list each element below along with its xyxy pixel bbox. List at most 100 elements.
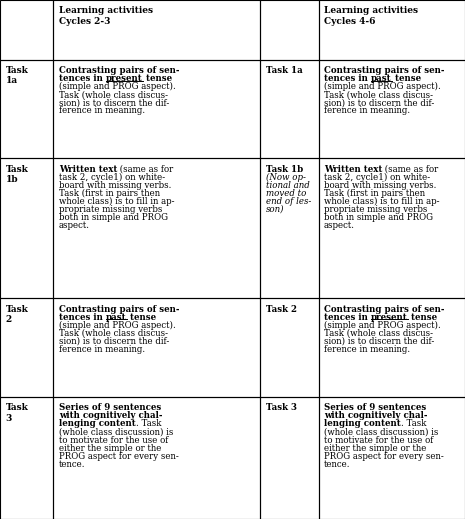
Text: Task 2: Task 2 <box>266 305 297 313</box>
Text: tense: tense <box>143 74 172 83</box>
Text: Task
2: Task 2 <box>6 305 28 324</box>
Bar <box>53 0 260 60</box>
Text: Task (first in pairs then: Task (first in pairs then <box>59 189 160 198</box>
Text: Series of 9 sentences: Series of 9 sentences <box>324 403 426 412</box>
Text: Task
1b: Task 1b <box>6 165 28 184</box>
Text: (whole class discussion) is: (whole class discussion) is <box>59 428 173 436</box>
Text: Series of 9 sentences: Series of 9 sentences <box>59 403 161 412</box>
Text: both in simple and PROG: both in simple and PROG <box>324 213 433 222</box>
Text: with cognitively chal-: with cognitively chal- <box>59 412 163 420</box>
Bar <box>260 397 319 519</box>
Text: whole class) is to fill in ap-: whole class) is to fill in ap- <box>324 197 439 206</box>
Text: (whole class discussion) is: (whole class discussion) is <box>324 428 438 436</box>
Text: tense: tense <box>392 74 421 83</box>
Text: ference in meaning.: ference in meaning. <box>324 106 410 115</box>
Bar <box>53 158 260 298</box>
Text: Contrasting pairs of sen-: Contrasting pairs of sen- <box>59 66 179 75</box>
Bar <box>260 158 319 298</box>
Bar <box>319 60 465 158</box>
Text: lenging content: lenging content <box>324 419 401 428</box>
Bar <box>319 298 465 397</box>
Text: tense: tense <box>126 313 156 322</box>
Text: to motivate for the use of: to motivate for the use of <box>59 435 168 444</box>
Text: Task 1b: Task 1b <box>266 165 303 173</box>
Text: (simple and PROG aspect).: (simple and PROG aspect). <box>324 321 441 330</box>
Text: to motivate for the use of: to motivate for the use of <box>324 435 433 444</box>
Text: present: present <box>106 74 143 83</box>
Text: whole class) is to fill in ap-: whole class) is to fill in ap- <box>59 197 174 206</box>
Text: tences in: tences in <box>59 74 106 83</box>
Text: tences in: tences in <box>59 313 106 322</box>
Text: (Now op-: (Now op- <box>266 173 306 182</box>
Text: propriate missing verbs: propriate missing verbs <box>59 205 162 214</box>
Text: sion) is to discern the dif-: sion) is to discern the dif- <box>324 98 434 107</box>
Text: ference in meaning.: ference in meaning. <box>324 345 410 354</box>
Text: Task (whole class discus-: Task (whole class discus- <box>324 90 433 99</box>
Text: tence.: tence. <box>59 460 86 469</box>
Bar <box>260 60 319 158</box>
Text: aspect.: aspect. <box>59 221 90 230</box>
Text: lenging content: lenging content <box>59 419 136 428</box>
Text: tence.: tence. <box>324 460 351 469</box>
Text: . Task: . Task <box>136 419 161 428</box>
Text: aspect.: aspect. <box>324 221 355 230</box>
Text: (simple and PROG aspect).: (simple and PROG aspect). <box>324 82 441 91</box>
Text: with cognitively chal-: with cognitively chal- <box>324 412 428 420</box>
Text: Task 3: Task 3 <box>266 403 297 412</box>
Text: board with missing verbs.: board with missing verbs. <box>59 181 172 189</box>
Text: sion) is to discern the dif-: sion) is to discern the dif- <box>59 337 169 346</box>
Bar <box>319 0 465 60</box>
Bar <box>53 60 260 158</box>
Bar <box>0 60 53 158</box>
Text: Task
3: Task 3 <box>6 403 28 422</box>
Text: Task (whole class discus-: Task (whole class discus- <box>59 90 168 99</box>
Bar <box>260 0 319 60</box>
Text: Contrasting pairs of sen-: Contrasting pairs of sen- <box>324 66 445 75</box>
Text: tense: tense <box>408 313 437 322</box>
Text: both in simple and PROG: both in simple and PROG <box>59 213 168 222</box>
Text: board with missing verbs.: board with missing verbs. <box>324 181 437 189</box>
Text: PROG aspect for every sen-: PROG aspect for every sen- <box>324 452 444 461</box>
Bar <box>260 298 319 397</box>
Text: either the simple or the: either the simple or the <box>324 444 426 453</box>
Text: sion) is to discern the dif-: sion) is to discern the dif- <box>59 98 169 107</box>
Text: past: past <box>371 74 392 83</box>
Text: Contrasting pairs of sen-: Contrasting pairs of sen- <box>59 305 179 313</box>
Text: Learning activities
Cycles 2-3: Learning activities Cycles 2-3 <box>59 6 153 25</box>
Text: tences in: tences in <box>324 313 371 322</box>
Text: tional and: tional and <box>266 181 310 189</box>
Bar <box>0 397 53 519</box>
Text: Task (whole class discus-: Task (whole class discus- <box>59 329 168 338</box>
Text: son): son) <box>266 205 285 214</box>
Text: Written text: Written text <box>324 165 383 173</box>
Text: ference in meaning.: ference in meaning. <box>59 345 145 354</box>
Text: tences in: tences in <box>324 74 371 83</box>
Text: ference in meaning.: ference in meaning. <box>59 106 145 115</box>
Bar <box>0 0 53 60</box>
Text: past: past <box>106 313 126 322</box>
Text: (simple and PROG aspect).: (simple and PROG aspect). <box>59 82 176 91</box>
Text: Task 1a: Task 1a <box>266 66 303 75</box>
Text: Task (whole class discus-: Task (whole class discus- <box>324 329 433 338</box>
Bar <box>53 298 260 397</box>
Text: (same as for: (same as for <box>118 165 174 173</box>
Text: . Task: . Task <box>401 419 426 428</box>
Text: (simple and PROG aspect).: (simple and PROG aspect). <box>59 321 176 330</box>
Text: task 2, cycle1) on white-: task 2, cycle1) on white- <box>59 173 165 182</box>
Bar <box>53 397 260 519</box>
Text: end of les-: end of les- <box>266 197 311 206</box>
Text: PROG aspect for every sen-: PROG aspect for every sen- <box>59 452 179 461</box>
Bar <box>319 397 465 519</box>
Text: (same as for: (same as for <box>383 165 439 173</box>
Bar <box>319 158 465 298</box>
Text: Task
1a: Task 1a <box>6 66 28 85</box>
Text: either the simple or the: either the simple or the <box>59 444 161 453</box>
Text: Learning activities
Cycles 4-6: Learning activities Cycles 4-6 <box>324 6 418 25</box>
Text: Contrasting pairs of sen-: Contrasting pairs of sen- <box>324 305 445 313</box>
Bar <box>0 298 53 397</box>
Text: propriate missing verbs: propriate missing verbs <box>324 205 427 214</box>
Text: Written text: Written text <box>59 165 118 173</box>
Text: moved to: moved to <box>266 189 306 198</box>
Text: task 2, cycle1) on white-: task 2, cycle1) on white- <box>324 173 430 182</box>
Text: sion) is to discern the dif-: sion) is to discern the dif- <box>324 337 434 346</box>
